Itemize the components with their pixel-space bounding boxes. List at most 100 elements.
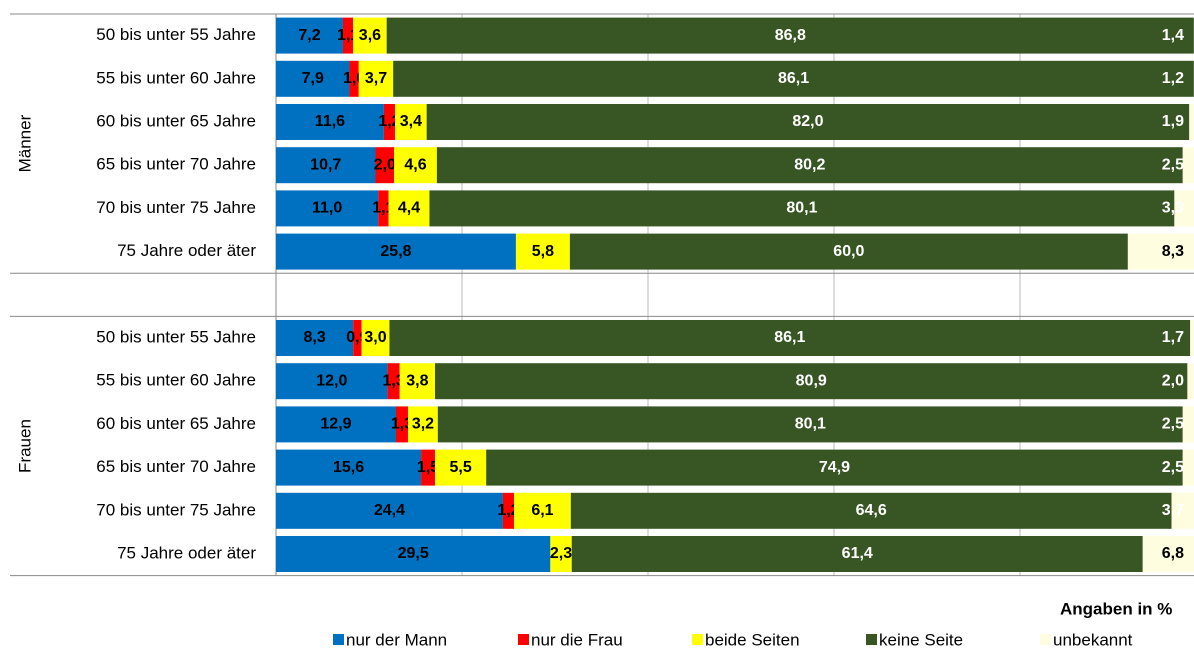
y-tick-label: 70 bis unter 75 Jahre xyxy=(96,500,256,519)
value-label: 11,6 xyxy=(315,113,345,130)
value-label: 8,3 xyxy=(303,329,325,346)
bar-segment xyxy=(1182,449,1194,486)
bar-segment xyxy=(1127,233,1194,270)
bar-segment xyxy=(550,536,572,572)
value-label: 8,3 xyxy=(1162,243,1184,260)
value-label: 1,2 xyxy=(1162,70,1184,87)
bar-segment xyxy=(399,363,436,400)
bar-segment xyxy=(435,449,487,486)
bar-segment xyxy=(361,320,390,356)
y-tick-label: 55 bis unter 60 Jahre xyxy=(96,68,256,87)
value-label: 5,5 xyxy=(449,459,471,476)
value-label: 60,0 xyxy=(833,243,864,260)
value-label: 24,4 xyxy=(374,502,405,519)
value-label: 3,7 xyxy=(365,70,387,87)
unit-note: Angaben in % xyxy=(1060,599,1172,618)
value-label: 7,9 xyxy=(302,70,324,87)
value-label: 2,0 xyxy=(374,156,396,173)
legend-swatch xyxy=(866,634,877,645)
value-label: 1,5 xyxy=(417,459,439,476)
bar-segment xyxy=(1182,147,1194,184)
bar-segment xyxy=(570,492,1172,529)
value-label: 4,4 xyxy=(398,200,420,217)
value-label: 6,8 xyxy=(1162,545,1184,562)
bar-segment xyxy=(1187,363,1194,400)
value-label: 3,7 xyxy=(1162,502,1184,519)
legend-label: keine Seite xyxy=(879,630,963,649)
bar-segment xyxy=(1190,320,1194,356)
bar-segment xyxy=(276,536,551,572)
bar-segment xyxy=(1171,492,1194,529)
bar-segment xyxy=(393,60,1194,97)
legend-label: unbekannt xyxy=(1053,630,1133,649)
bar-segment xyxy=(437,406,1183,443)
bar-segment xyxy=(276,406,396,443)
bar-segment xyxy=(386,17,1194,54)
bar-segment xyxy=(514,492,571,529)
bar-segment xyxy=(421,449,436,486)
value-label: 12,0 xyxy=(316,372,347,389)
value-label: 80,1 xyxy=(795,416,826,433)
bar-segment xyxy=(276,190,379,227)
bar-segment xyxy=(388,190,430,227)
y-tick-label: 65 bis unter 70 Jahre xyxy=(96,155,256,174)
value-label: 2,5 xyxy=(1162,459,1184,476)
bar-segment xyxy=(276,147,376,184)
bar-segment xyxy=(276,449,422,486)
value-label: 74,9 xyxy=(819,459,850,476)
legend-label: nur der Mann xyxy=(346,630,447,649)
bar-segment xyxy=(502,492,515,529)
bar-segment xyxy=(389,320,1191,356)
value-label: 6,1 xyxy=(531,502,553,519)
value-label: 1,7 xyxy=(1162,329,1184,346)
value-label: 3,4 xyxy=(400,113,422,130)
bar-segment xyxy=(395,104,427,140)
value-label: 25,8 xyxy=(380,243,411,260)
value-label: 15,6 xyxy=(333,459,364,476)
y-tick-label: 60 bis unter 65 Jahre xyxy=(96,111,256,130)
legend-swatch xyxy=(518,634,529,645)
bar-segment xyxy=(375,147,395,184)
bar-segment xyxy=(1174,190,1194,227)
y-tick-label: 75 Jahre oder äter xyxy=(117,241,256,260)
bar-segment xyxy=(342,17,354,54)
value-label: 29,5 xyxy=(398,545,429,562)
y-tick-label: 75 Jahre oder äter xyxy=(117,543,256,562)
bar-segment xyxy=(383,104,396,140)
value-label: 2,0 xyxy=(1162,372,1184,389)
value-label: 2,5 xyxy=(1162,416,1184,433)
value-label: 2,3 xyxy=(550,545,572,562)
y-tick-label: 70 bis unter 75 Jahre xyxy=(96,198,256,217)
value-label: 3,8 xyxy=(406,372,428,389)
value-label: 82,0 xyxy=(792,113,823,130)
value-label: 3,0 xyxy=(364,329,386,346)
bar-segment xyxy=(387,363,400,400)
value-label: 2,5 xyxy=(1162,156,1184,173)
bar-segment xyxy=(436,147,1183,184)
value-label: 11,0 xyxy=(312,200,342,217)
bar-segment xyxy=(276,363,388,400)
bar-segment xyxy=(429,190,1175,227)
y-tick-label: 50 bis unter 55 Jahre xyxy=(96,25,256,44)
bar-segment xyxy=(394,147,437,184)
bar-segment xyxy=(1189,104,1194,140)
legend-label: beide Seiten xyxy=(705,630,800,649)
bar-segment xyxy=(378,190,389,227)
value-label: 80,9 xyxy=(796,372,827,389)
value-label: 3,2 xyxy=(412,416,434,433)
bar-segment xyxy=(435,363,1188,400)
value-label: 1,3 xyxy=(391,416,413,433)
value-label: 86,1 xyxy=(778,70,809,87)
legend-label: nur die Frau xyxy=(531,630,623,649)
legend-swatch xyxy=(333,634,344,645)
y-tick-label: 50 bis unter 55 Jahre xyxy=(96,327,256,346)
value-label: 86,1 xyxy=(774,329,805,346)
value-label: 64,6 xyxy=(856,502,887,519)
bar-segment xyxy=(276,233,516,270)
value-label: 12,9 xyxy=(320,416,351,433)
group-label: Frauen xyxy=(15,419,34,473)
y-tick-label: 55 bis unter 60 Jahre xyxy=(96,371,256,390)
bar-segment xyxy=(395,406,409,443)
group-label: Männer xyxy=(15,114,34,172)
